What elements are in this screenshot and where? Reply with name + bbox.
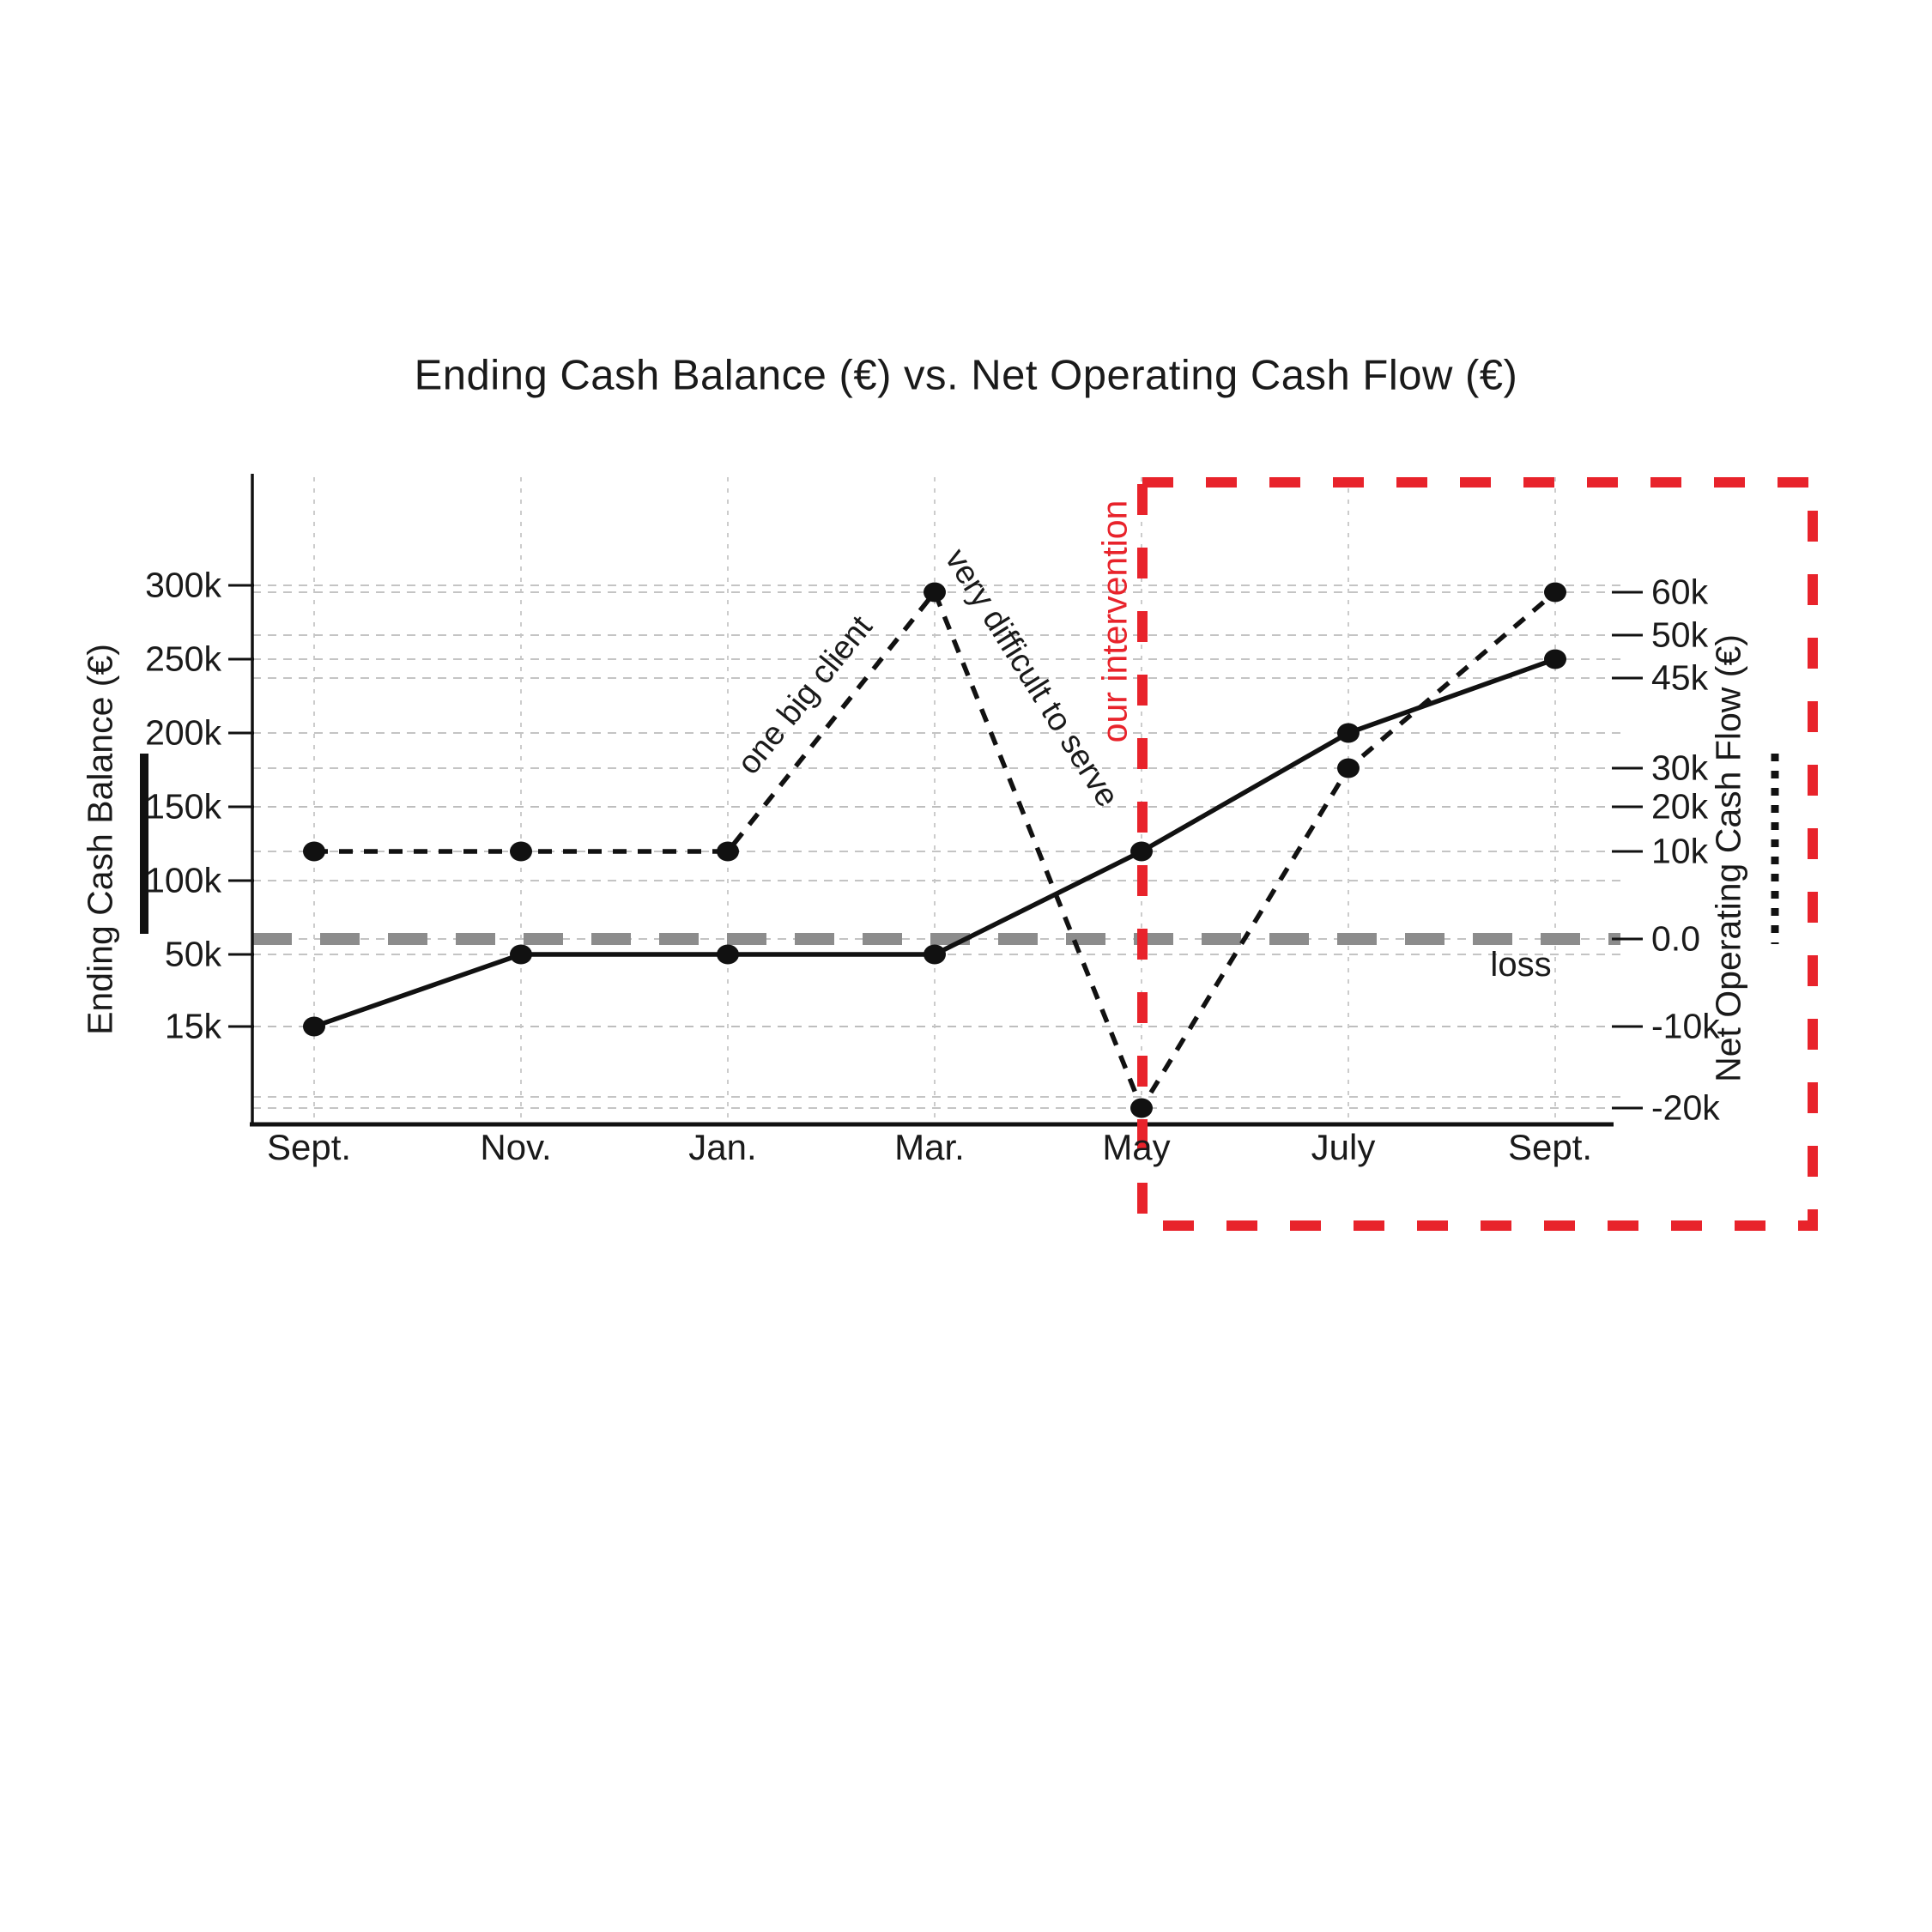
intervention-highlight-box bbox=[1137, 477, 1818, 1231]
right-axis-tick-label: 30k bbox=[1651, 748, 1709, 788]
right-axis-tick-label: 60k bbox=[1651, 572, 1709, 612]
data-point bbox=[924, 582, 946, 603]
data-point bbox=[1130, 1098, 1153, 1118]
data-point bbox=[717, 841, 739, 862]
left-axis-tick-label: 250k bbox=[145, 639, 221, 679]
annotation-our-intervention: our intervention bbox=[1094, 500, 1135, 743]
data-point bbox=[717, 944, 739, 965]
x-axis-month-label: July bbox=[1311, 1127, 1376, 1167]
data-point bbox=[1337, 758, 1360, 778]
right-axis-tick-label: 0.0 bbox=[1651, 918, 1700, 959]
x-axis-month-label: Nov. bbox=[480, 1127, 552, 1167]
annotation-loss: loss bbox=[1490, 946, 1552, 984]
left-axis-tick-label: 50k bbox=[164, 934, 221, 974]
left-axis-title: Ending Cash Balance (€) bbox=[80, 644, 120, 1035]
data-point bbox=[1544, 582, 1566, 603]
right-axis-tick-label: 45k bbox=[1651, 657, 1709, 698]
x-axis-month-label: Sept. bbox=[266, 1127, 352, 1167]
right-axis-tick-label: 10k bbox=[1651, 831, 1709, 871]
right-axis-tick-label: -10k bbox=[1651, 1006, 1720, 1046]
right-axis-tick-label: -20k bbox=[1651, 1087, 1720, 1128]
x-axis-month-label: Jan. bbox=[688, 1127, 757, 1167]
left-axis-tick-label: 150k bbox=[145, 786, 221, 827]
data-point bbox=[1130, 841, 1153, 862]
data-point bbox=[303, 841, 325, 862]
left-axis-tick-label: 300k bbox=[145, 565, 221, 605]
data-point bbox=[924, 944, 946, 965]
page-title: Ending Cash Balance (€) vs. Net Operatin… bbox=[414, 352, 1518, 399]
x-axis-month-label: Mar. bbox=[894, 1127, 965, 1167]
left-axis-legend-key-solid bbox=[140, 754, 148, 934]
data-point bbox=[510, 944, 532, 965]
x-axis-month-label: Sept. bbox=[1507, 1127, 1593, 1167]
data-point bbox=[1544, 649, 1566, 669]
right-axis-tick-label: 20k bbox=[1651, 786, 1709, 827]
left-axis-tick-label: 15k bbox=[164, 1006, 221, 1046]
x-axis-month-label: May bbox=[1102, 1127, 1171, 1167]
right-axis-tick-label: 50k bbox=[1651, 615, 1709, 655]
data-point bbox=[510, 841, 532, 862]
data-point bbox=[1337, 723, 1360, 743]
data-point bbox=[303, 1016, 325, 1037]
left-axis-tick-label: 100k bbox=[145, 860, 221, 900]
left-axis-tick-label: 200k bbox=[145, 712, 221, 753]
